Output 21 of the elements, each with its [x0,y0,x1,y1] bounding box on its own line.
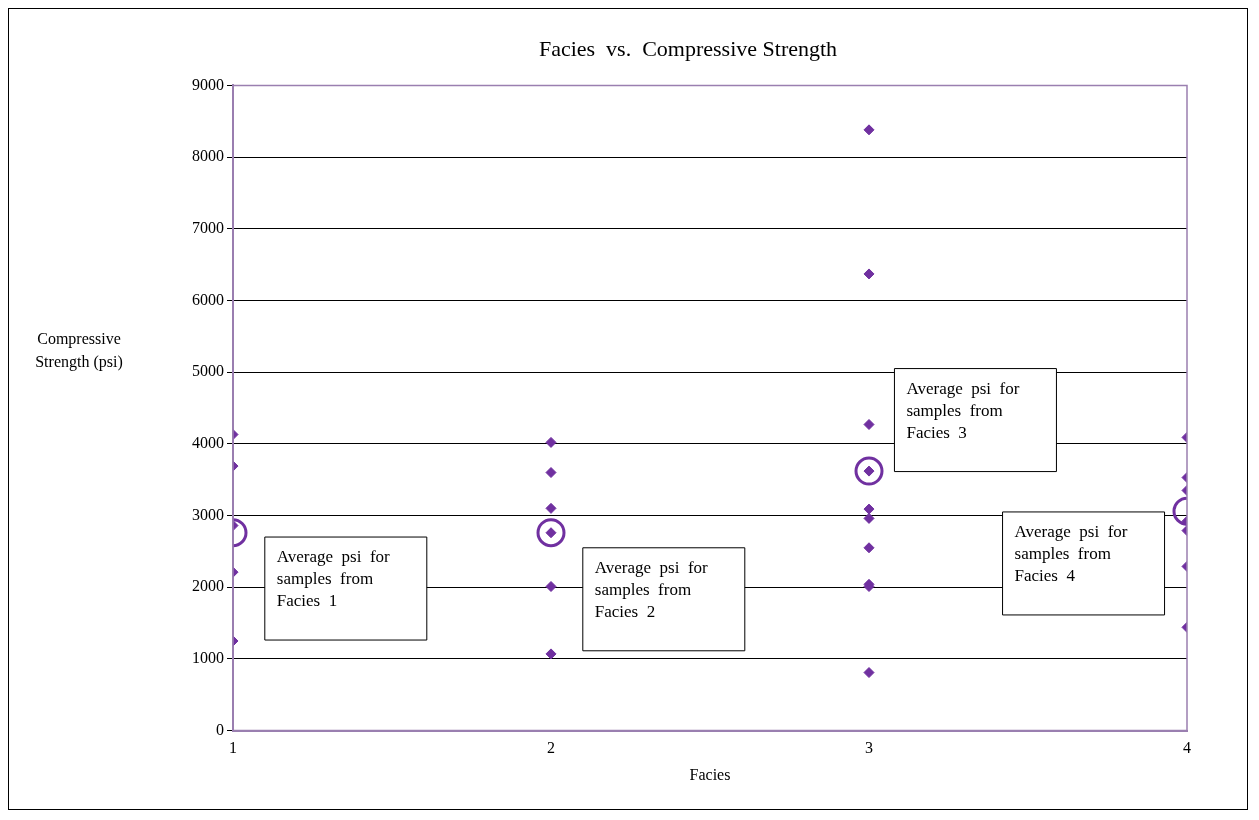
y-tick-label: 4000 [192,434,224,452]
x-axis-title: Facies [689,765,731,783]
annotation: Average psi for samples from Facies 4 [1014,521,1128,585]
x-tick-label: 4 [1183,739,1191,757]
y-tick-label: 2000 [192,577,224,595]
y-tick-label: 8000 [192,147,224,165]
y-tick-label: 0 [216,720,224,738]
y-tick-label: 5000 [192,362,224,380]
annotation: Average psi for samples from Facies 2 [594,557,709,621]
y-tick-label: 1000 [192,649,224,667]
y-tick-label: 6000 [192,290,224,308]
annotation: Average psi for samples from Facies 1 [276,547,391,611]
y-tick-label: 3000 [192,505,224,523]
y-tick-label: 9000 [192,75,224,93]
chart-title: Facies vs. Compressive Strength [538,35,838,61]
x-tick-label: 3 [865,739,873,757]
y-tick-label: 7000 [192,218,224,236]
y-axis-title: Compressive Strength (psi) [34,329,124,373]
x-tick-label: 1 [229,739,237,757]
annotation: Average psi for samples from Facies 3 [906,378,1020,442]
x-tick-label: 2 [547,739,555,757]
